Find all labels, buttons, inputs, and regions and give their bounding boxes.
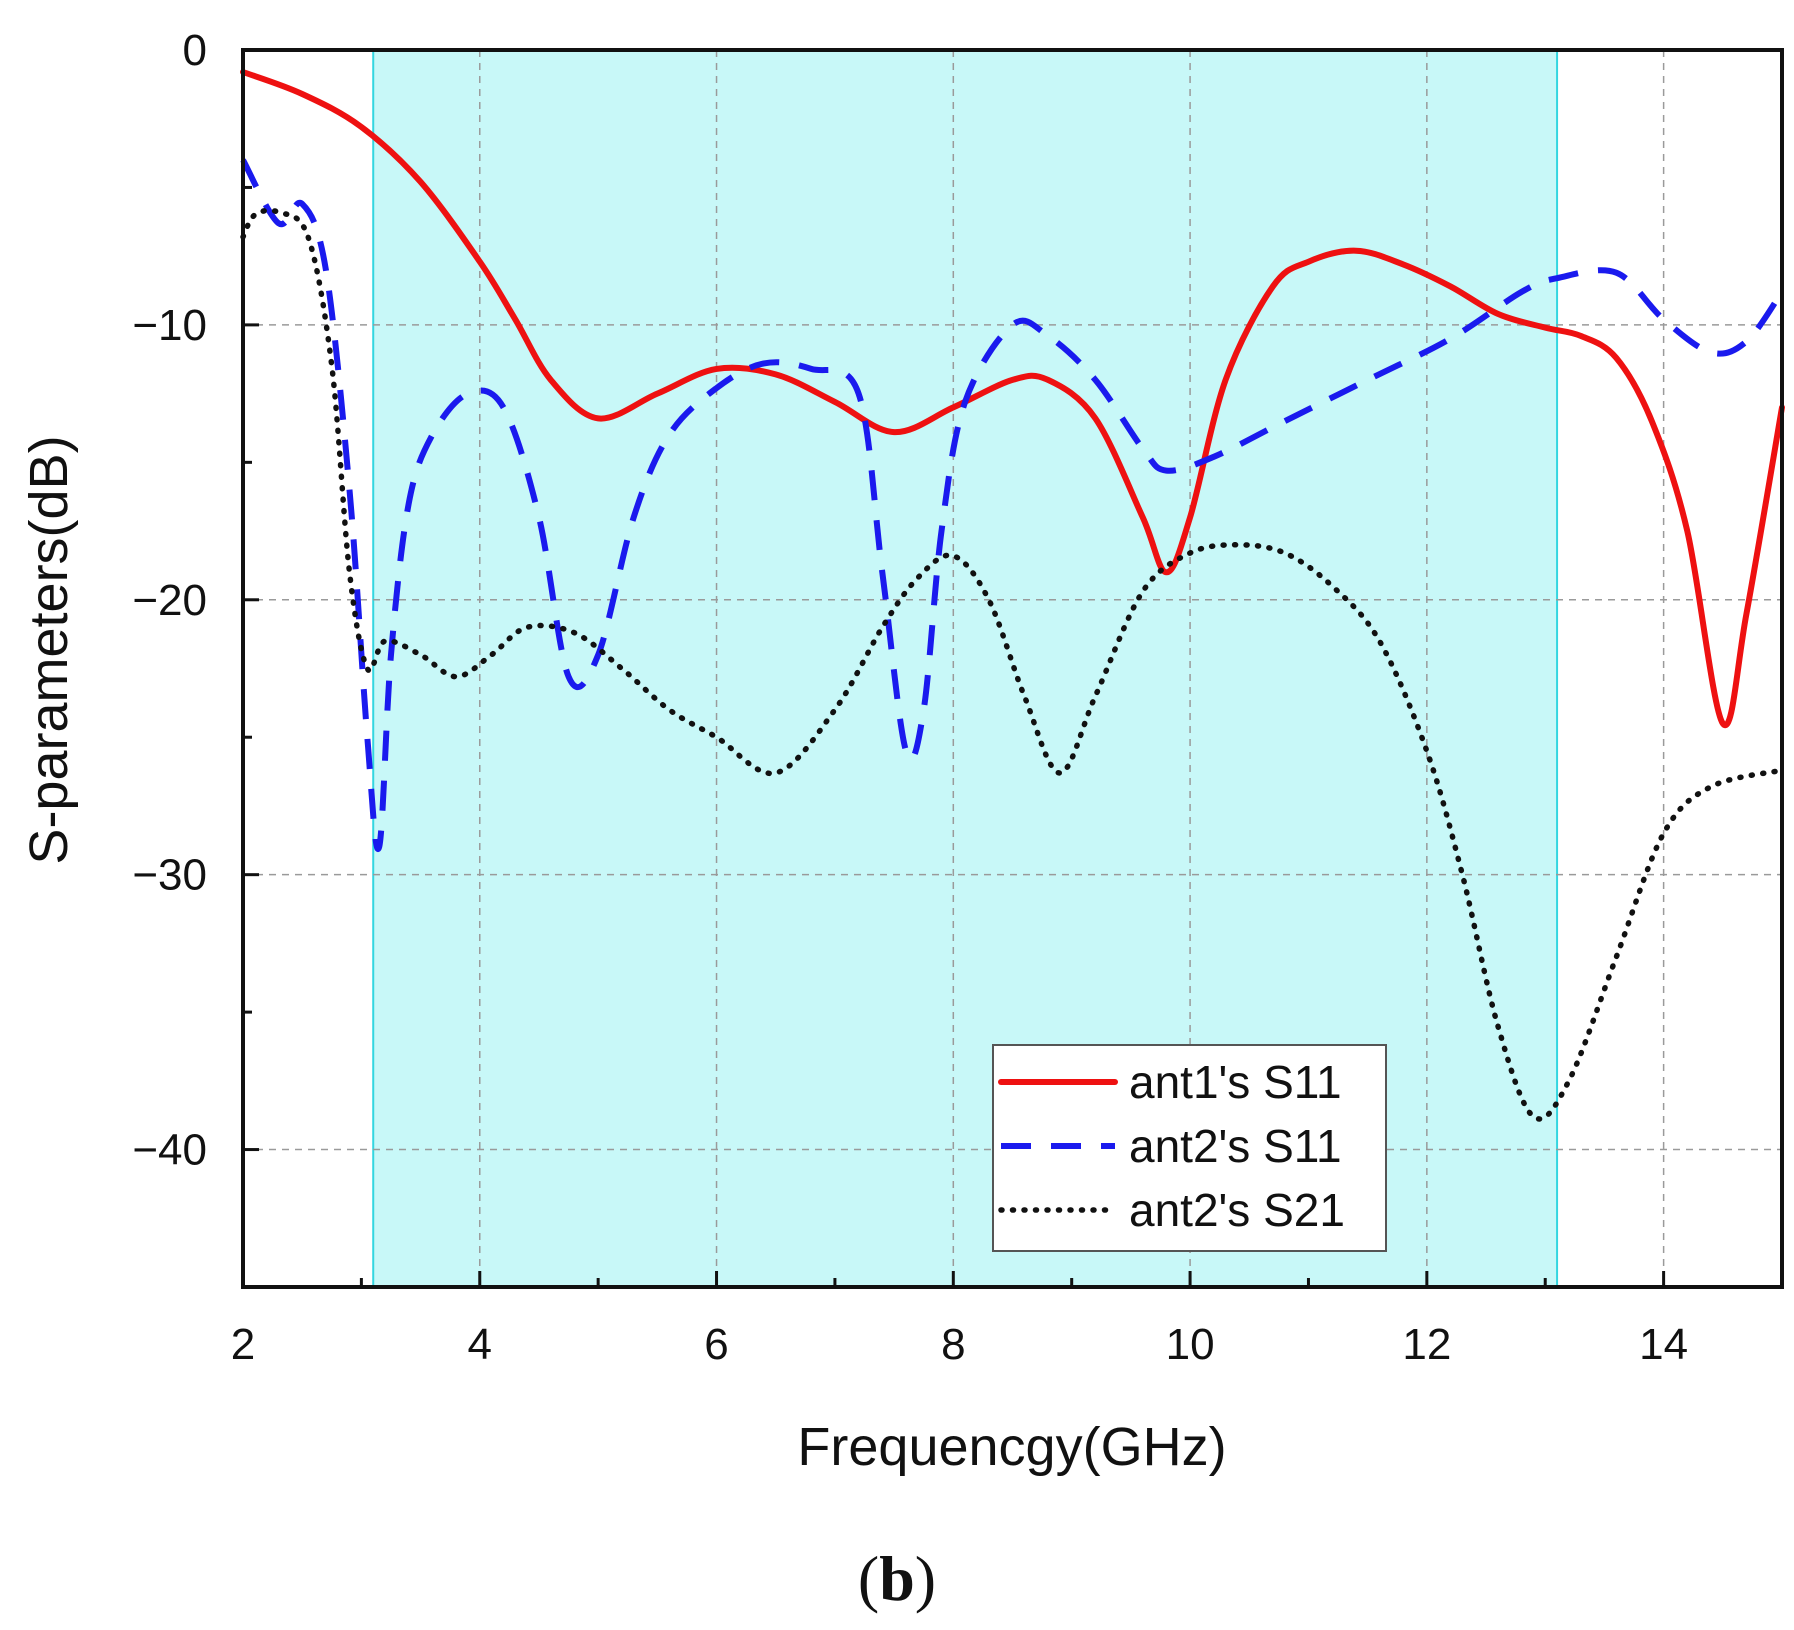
y-tick-label: 0: [183, 26, 207, 75]
series-line-2: [240, 158, 1785, 853]
y-tick-label: −40: [132, 1126, 207, 1175]
highlight-band-layer: [243, 50, 1782, 1287]
caption-open-paren: (: [858, 1543, 879, 1614]
x-tick-label: 4: [468, 1320, 492, 1369]
caption-close-paren: ): [915, 1543, 936, 1614]
x-tick-label: 2: [231, 1320, 255, 1369]
series-line-1: [240, 69, 1785, 729]
y-tick-label: −10: [132, 301, 207, 350]
x-tick-label: 12: [1402, 1320, 1451, 1369]
legend: ant1's S11 ant2's S11 ant2's S21: [992, 1044, 1387, 1252]
series-layer: [240, 69, 1785, 1122]
plot-frame: [241, 48, 1784, 1289]
x-tick-label: 8: [941, 1320, 965, 1369]
legend-label-2: ant2's S11: [1129, 1120, 1342, 1172]
axis-layer: 2 4 6 8 10 12 14 0 −10 −20 −30 −40: [132, 26, 1784, 1369]
y-axis-title: S-parameters(dB): [19, 435, 79, 864]
y-tick-label: −30: [132, 851, 207, 900]
x-tick-label: 10: [1166, 1320, 1215, 1369]
x-tick-label: 14: [1639, 1320, 1688, 1369]
series-line-3: [240, 207, 1785, 1122]
y-tick-label: −20: [132, 576, 207, 625]
legend-label-1: ant1's S11: [1129, 1056, 1342, 1108]
x-axis-title: Frequencgy(GHz): [797, 1417, 1226, 1477]
figure-caption: (b): [858, 1543, 936, 1614]
legend-label-3: ant2's S21: [1129, 1184, 1345, 1236]
x-tick-label: 6: [704, 1320, 728, 1369]
caption-letter: b: [879, 1543, 915, 1614]
